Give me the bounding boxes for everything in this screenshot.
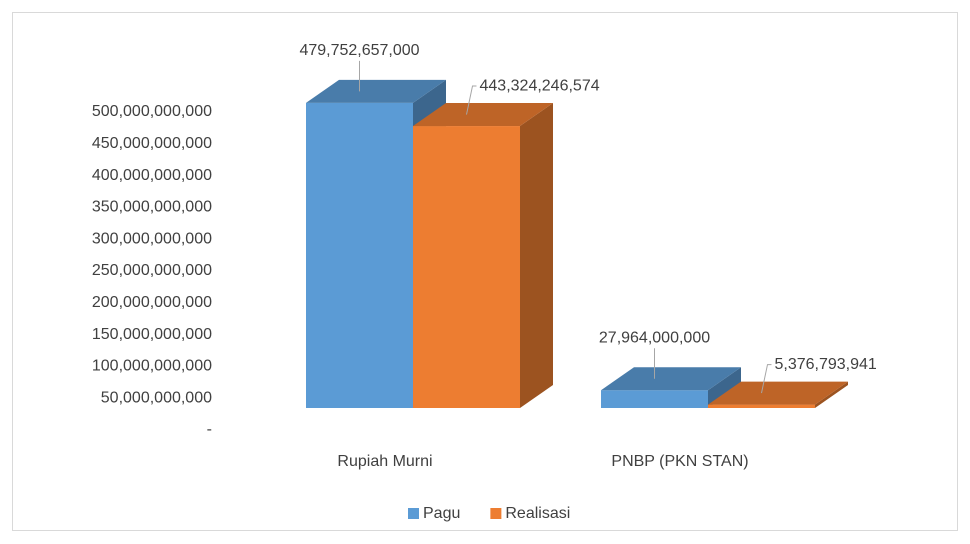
x-tick-label: Rupiah Murni (337, 453, 432, 470)
bar (413, 126, 520, 408)
y-tick-label: 500,000,000,000 (92, 103, 212, 120)
bar-top (601, 367, 741, 391)
legend-label: Realisasi (505, 505, 570, 522)
y-tick-label: - (207, 421, 212, 438)
y-tick-label: 250,000,000,000 (92, 262, 212, 279)
y-tick-label: 200,000,000,000 (92, 294, 212, 311)
y-tick-label: 350,000,000,000 (92, 199, 212, 216)
leader-line (466, 85, 477, 115)
legend-swatch (408, 508, 419, 519)
data-label: 443,324,246,574 (480, 77, 600, 94)
bar-top (306, 79, 446, 103)
bar (708, 404, 815, 408)
x-tick-label: PNBP (PKN STAN) (611, 453, 748, 470)
data-label: 27,964,000,000 (599, 329, 710, 346)
y-tick-label: 50,000,000,000 (101, 389, 212, 406)
bar-side (520, 103, 553, 408)
y-tick-label: 150,000,000,000 (92, 326, 212, 343)
y-tick-label: 400,000,000,000 (92, 167, 212, 184)
bar-top (708, 381, 848, 405)
bar (601, 390, 708, 408)
leader-line (761, 364, 772, 394)
data-label: 479,752,657,000 (299, 42, 419, 59)
bar (306, 102, 413, 408)
legend-label: Pagu (423, 505, 460, 522)
y-tick-label: 450,000,000,000 (92, 135, 212, 152)
data-label: 5,376,793,941 (775, 356, 877, 373)
bar-top (413, 103, 553, 127)
bar-side (708, 367, 741, 408)
y-tick-label: 300,000,000,000 (92, 230, 212, 247)
bar-side (815, 381, 848, 408)
y-tick-label: 100,000,000,000 (92, 358, 212, 375)
legend-swatch (490, 508, 502, 519)
